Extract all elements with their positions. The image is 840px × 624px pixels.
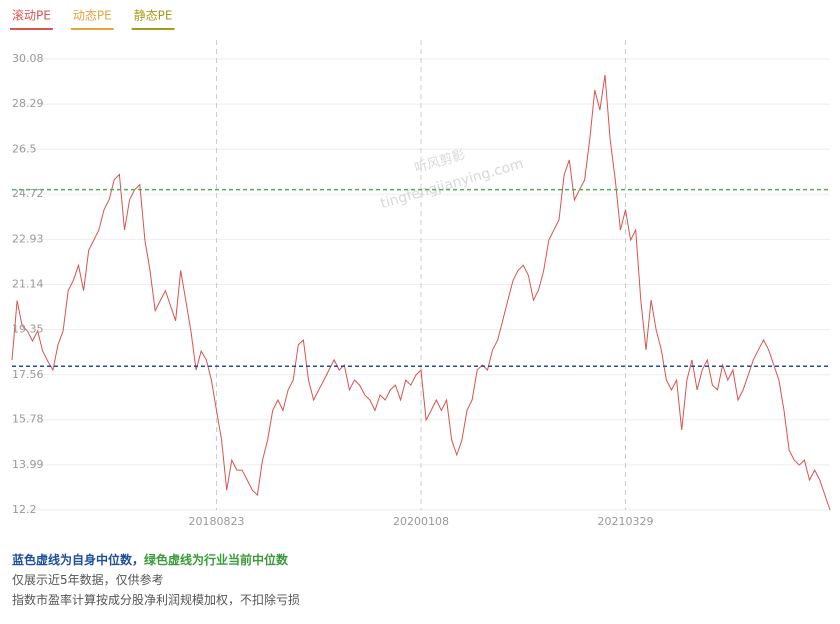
y-tick-label: 22.93	[12, 232, 44, 245]
x-tick-label: 20180823	[189, 515, 245, 528]
y-tick-label: 12.2	[12, 503, 37, 516]
note-line: 指数市盈率计算按成分股净利润规模加权，不扣除亏损	[12, 593, 301, 607]
y-tick-label: 30.08	[12, 52, 44, 65]
y-tick-label: 21.14	[12, 278, 44, 291]
note-green: 绿色虚线为行业当前中位数	[144, 553, 289, 567]
y-tick-label: 26.5	[12, 142, 37, 155]
y-tick-label: 24.72	[12, 187, 44, 200]
y-tick-label: 15.78	[12, 413, 44, 426]
legend-label[interactable]: 静态PE	[134, 9, 173, 23]
note-blue: 蓝色虚线为自身中位数，	[12, 553, 145, 567]
y-tick-label: 28.29	[12, 97, 44, 110]
note-line: 仅展示近5年数据，仅供参考	[12, 573, 164, 587]
x-tick-label: 20210329	[598, 515, 654, 528]
y-tick-label: 17.56	[12, 368, 44, 381]
notes: 蓝色虚线为自身中位数，绿色虚线为行业当前中位数 仅展示近5年数据，仅供参考 指数…	[12, 550, 300, 610]
x-tick-label: 20200108	[393, 515, 449, 528]
legend-label[interactable]: 动态PE	[73, 9, 112, 23]
legend-label[interactable]: 滚动PE	[12, 8, 51, 23]
note-line: 蓝色虚线为自身中位数，绿色虚线为行业当前中位数	[12, 550, 300, 570]
y-tick-label: 13.99	[12, 458, 44, 471]
series-line	[11, 74, 831, 511]
y-tick-label: 19.35	[12, 323, 44, 336]
